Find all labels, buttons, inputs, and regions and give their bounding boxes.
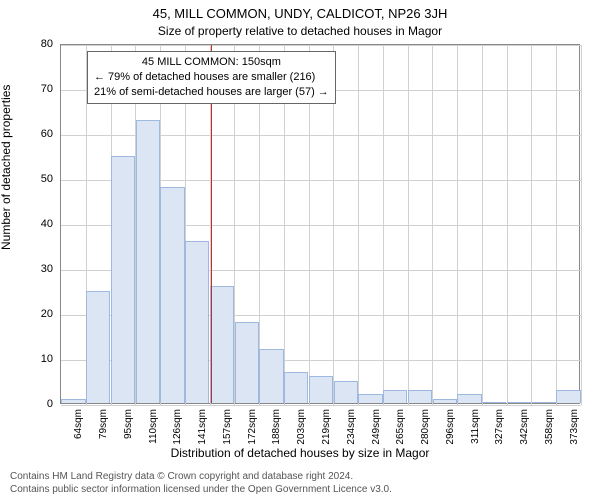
histogram-bar [284,372,308,404]
histogram-bar [457,394,481,403]
x-tick-label: 219sqm [321,409,332,459]
histogram-bar [160,187,184,403]
x-tick-label: 280sqm [420,409,431,459]
gridline [432,45,433,405]
gridline [581,45,582,405]
gridline [531,45,532,405]
histogram-bar [532,402,556,403]
gridline [556,45,557,405]
y-tick-label: 0 [23,398,53,410]
y-tick-label: 20 [23,308,53,320]
y-tick-label: 50 [23,173,53,185]
x-tick-label: 79sqm [98,409,109,459]
x-tick-label: 265sqm [395,409,406,459]
y-tick-label: 80 [23,38,53,50]
x-tick-label: 249sqm [371,409,382,459]
x-tick-label: 234sqm [346,409,357,459]
histogram-bar [210,286,234,403]
x-tick-label: 188sqm [271,409,282,459]
gridline [457,45,458,405]
gridline [61,405,581,406]
y-tick-label: 10 [23,353,53,365]
histogram-bar [235,322,259,403]
gridline [358,45,359,405]
annotation-box: 45 MILL COMMON: 150sqm← 79% of detached … [87,51,336,104]
histogram-bar [507,402,531,403]
x-tick-label: 141sqm [197,409,208,459]
x-tick-label: 203sqm [296,409,307,459]
histogram-bar [136,120,160,404]
x-tick-label: 95sqm [123,409,134,459]
x-tick-label: 342sqm [519,409,530,459]
x-tick-label: 311sqm [470,409,481,459]
annotation-line: 21% of semi-detached houses are larger (… [94,85,329,100]
y-tick-label: 70 [23,83,53,95]
histogram-bar [482,402,506,403]
y-axis-label: Number of detached properties [0,85,13,250]
x-tick-label: 157sqm [222,409,233,459]
gridline [408,45,409,405]
gridline [383,45,384,405]
y-tick-label: 30 [23,263,53,275]
histogram-bar [433,399,457,404]
x-tick-label: 373sqm [569,409,580,459]
x-tick-label: 126sqm [172,409,183,459]
histogram-bar [185,241,209,403]
histogram-bar [111,156,135,404]
histogram-bar [86,291,110,404]
chart-title: 45, MILL COMMON, UNDY, CALDICOT, NP26 3J… [0,6,600,21]
x-tick-label: 296sqm [445,409,456,459]
gridline [482,45,483,405]
annotation-line: 45 MILL COMMON: 150sqm [94,55,329,70]
histogram-bar [259,349,283,403]
x-tick-label: 327sqm [494,409,505,459]
footer-line-1: Contains HM Land Registry data © Crown c… [10,470,392,483]
gridline [61,45,581,46]
histogram-bar [334,381,358,404]
y-tick-label: 60 [23,128,53,140]
x-tick-label: 172sqm [247,409,258,459]
histogram-bar [383,390,407,404]
footer-line-2: Contains public sector information licen… [10,483,392,496]
chart-subtitle: Size of property relative to detached ho… [0,24,600,38]
gridline [507,45,508,405]
histogram-bar [61,399,85,404]
x-tick-label: 110sqm [148,409,159,459]
histogram-bar [556,390,580,404]
x-tick-label: 64sqm [73,409,84,459]
histogram-bar [408,390,432,404]
histogram-bar [309,376,333,403]
footer-attribution: Contains HM Land Registry data © Crown c… [10,470,392,496]
histogram-bar [358,394,382,403]
annotation-line: ← 79% of detached houses are smaller (21… [94,70,329,85]
y-tick-label: 40 [23,218,53,230]
chart-plot-area: 0102030405060708064sqm79sqm95sqm110sqm12… [60,44,580,404]
x-tick-label: 358sqm [544,409,555,459]
